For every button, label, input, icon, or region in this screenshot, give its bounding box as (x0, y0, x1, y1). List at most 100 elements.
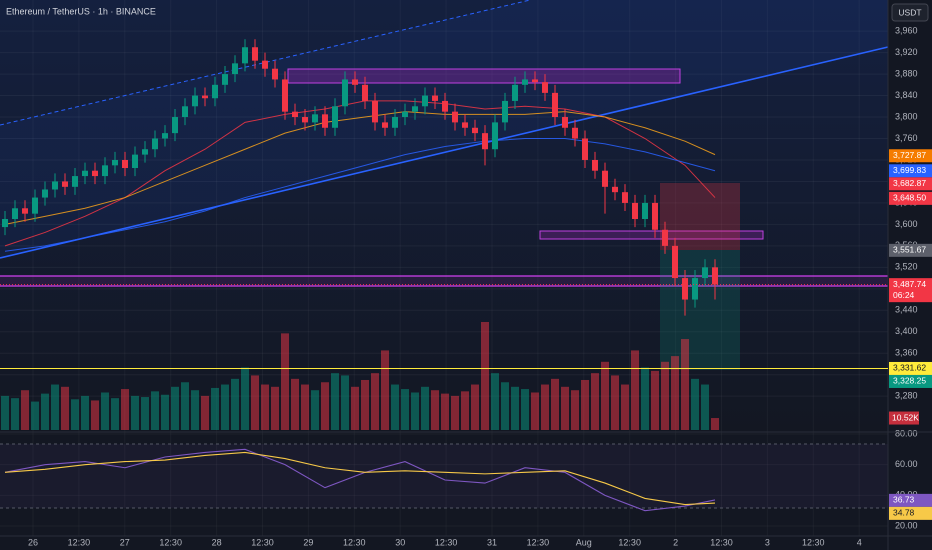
candle-body (582, 138, 588, 160)
price-tag (889, 164, 932, 178)
volume-bar (31, 401, 39, 430)
volume-bar (461, 391, 469, 430)
candle-body (172, 117, 178, 134)
volume-bar (621, 384, 629, 430)
volume-bar (641, 367, 649, 430)
volume-bar (311, 390, 319, 430)
volume-bar (451, 395, 459, 430)
volume-bar (701, 384, 709, 430)
candle-body (102, 165, 108, 177)
candle-body (352, 79, 358, 85)
volume-bar (441, 393, 449, 430)
x-tick-label: 12:30 (710, 537, 733, 547)
candle-body (232, 63, 238, 75)
x-tick-label: 12:30 (343, 537, 366, 547)
y-tick-label: 3,280 (895, 391, 918, 401)
candle-body (622, 192, 628, 203)
price-tag (889, 243, 932, 257)
candle-body (692, 278, 698, 300)
volume-bar (431, 390, 439, 430)
candle-body (252, 47, 258, 61)
chart-title: Ethereum / TetherUS · 1h · BINANCE (6, 6, 156, 16)
candle-body (282, 79, 288, 112)
volume-bar (81, 395, 89, 430)
candle-body (392, 117, 398, 128)
volume-bar (151, 391, 159, 430)
candle-body (712, 267, 718, 285)
price-tag-label: 3,727.87 (893, 150, 926, 160)
volume-bar (481, 322, 489, 430)
candle-body (592, 159, 598, 171)
volume-bar (51, 384, 59, 430)
volume-bar (501, 382, 509, 430)
x-tick-label: 27 (120, 537, 130, 547)
candle-body (192, 95, 198, 107)
currency-button[interactable] (891, 3, 929, 22)
volume-bar (131, 395, 139, 430)
volume-bar (471, 384, 479, 430)
volume-bar (61, 386, 69, 430)
volume-bar (231, 378, 239, 430)
volume-bar (301, 384, 309, 430)
price-tag (889, 191, 932, 205)
volume-bar (221, 384, 229, 430)
rsi-tick-label: 60.00 (895, 459, 918, 469)
currency-label[interactable]: USDT (898, 7, 921, 17)
candle-body (222, 74, 228, 85)
volume-bar (581, 379, 589, 430)
y-tick-label: 3,760 (895, 133, 918, 143)
volume-bar (541, 384, 549, 430)
y-tick-label: 3,400 (895, 326, 918, 336)
volume-bar (161, 394, 169, 430)
volume-bar (411, 392, 419, 430)
price-countdown: 06:24 (893, 290, 915, 300)
rsi-tag (889, 493, 932, 507)
price-pane (0, 0, 888, 432)
x-tick-label: 12:30 (802, 537, 825, 547)
candle-body (332, 106, 338, 128)
volume-bar (211, 387, 219, 430)
x-tick-label: 2 (673, 537, 678, 547)
volume-tag (889, 411, 919, 425)
y-tick-label: 3,600 (895, 219, 918, 229)
x-tick-label: 3 (765, 537, 770, 547)
candle-body (612, 186, 618, 193)
candle-body (212, 84, 218, 99)
volume-bar (201, 395, 209, 430)
candle-body (572, 127, 578, 139)
candle-body (82, 170, 88, 177)
candle-body (422, 95, 428, 107)
rsi-band (0, 444, 888, 508)
stop-zone (660, 183, 740, 250)
volume-bar (511, 386, 519, 430)
candle-body (62, 181, 68, 187)
candle-body (42, 189, 48, 198)
price-tag (889, 361, 932, 375)
marks (0, 39, 888, 512)
volume-bar (351, 386, 359, 430)
candle-body (52, 181, 58, 190)
candle-body (432, 95, 438, 101)
rsi-pane (0, 432, 888, 536)
volume-bar (141, 397, 149, 430)
candle-body (542, 82, 548, 93)
volume-bar (241, 367, 249, 430)
volume-bar (651, 370, 659, 430)
volume-bar (531, 392, 539, 430)
candle-body (202, 95, 208, 99)
volume-bar (331, 373, 339, 430)
x-tick-label: 29 (303, 537, 313, 547)
volume-bar (681, 339, 689, 430)
price-tag (889, 374, 932, 388)
candle-body (12, 208, 18, 220)
candle-body (562, 117, 568, 128)
price-tag (889, 177, 932, 191)
x-tick-label: 12:30 (68, 537, 91, 547)
rsi-tag-label: 36.73 (893, 495, 915, 505)
candle-body (32, 197, 38, 214)
x-tick-label: 31 (487, 537, 497, 547)
price-tag (889, 149, 932, 163)
y-tick-label: 3,880 (895, 68, 918, 78)
volume-bar (401, 389, 409, 430)
